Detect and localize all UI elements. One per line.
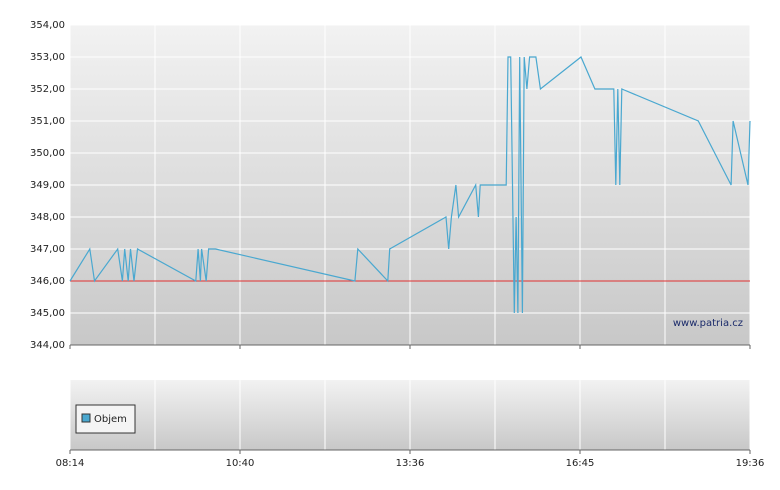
y-tick-label: 353,00 xyxy=(30,52,65,63)
legend-swatch xyxy=(81,413,91,423)
y-tick-label: 346,00 xyxy=(30,276,65,287)
y-tick-label: 354,00 xyxy=(30,20,65,31)
watermark: www.patria.cz xyxy=(673,318,743,329)
y-tick-label: 348,00 xyxy=(30,212,65,223)
y-tick-label: 347,00 xyxy=(30,244,65,255)
y-tick-label: 350,00 xyxy=(30,148,65,159)
x-tick-label: 10:40 xyxy=(226,458,255,469)
x-tick-label: 19:36 xyxy=(736,458,765,469)
price-line xyxy=(69,56,751,314)
y-tick-label: 345,00 xyxy=(30,308,65,319)
y-tick-label: 349,00 xyxy=(30,180,65,191)
legend-label: Objem xyxy=(94,414,127,425)
x-tick-label: 08:14 xyxy=(56,458,85,469)
x-tick-label: 13:36 xyxy=(396,458,425,469)
y-tick-label: 351,00 xyxy=(30,116,65,127)
y-tick-label: 344,00 xyxy=(30,340,65,351)
x-tick-label: 16:45 xyxy=(566,458,595,469)
y-tick-label: 352,00 xyxy=(30,84,65,95)
